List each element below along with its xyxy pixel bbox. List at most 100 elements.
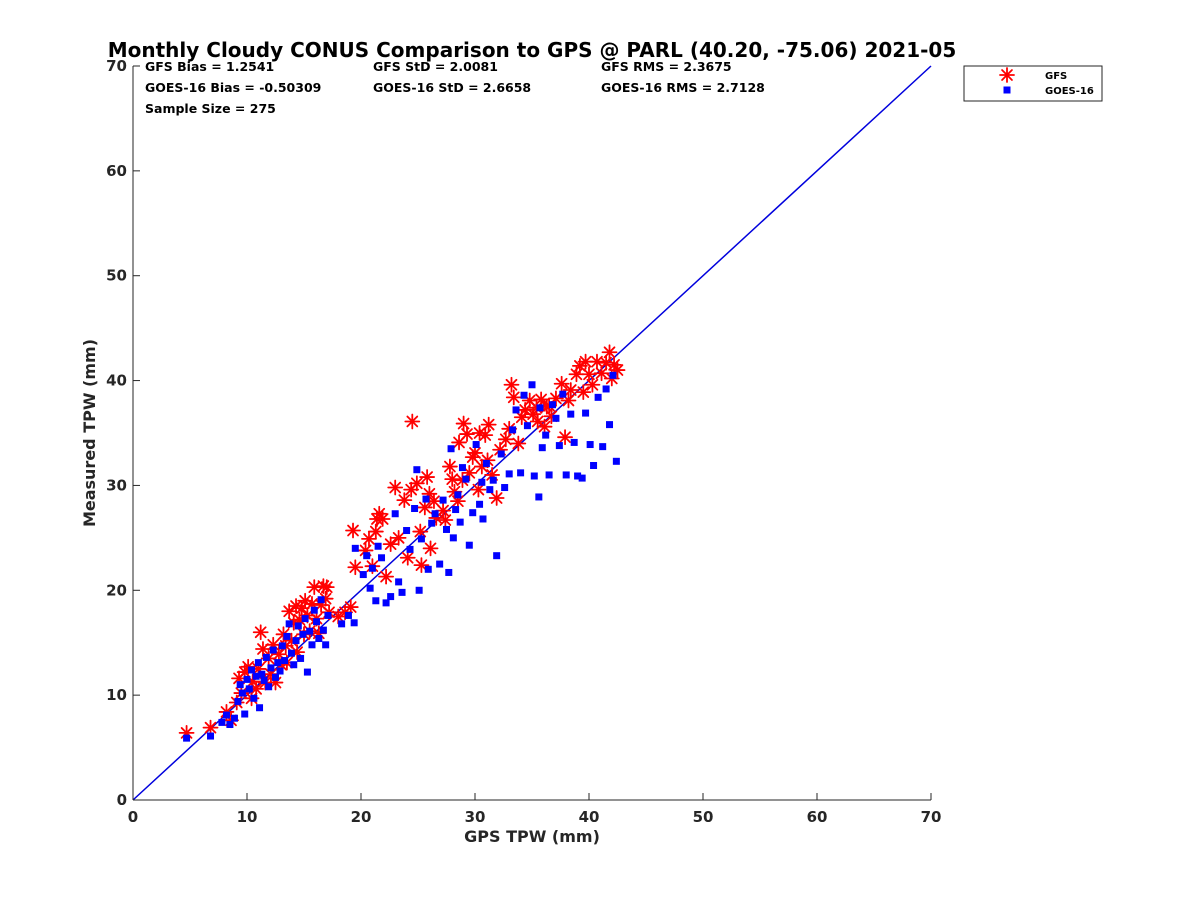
gfs-point [419,469,436,485]
goes-point [324,611,332,619]
goes-point [406,545,414,553]
goes-point [599,443,607,451]
goes-point [378,554,386,562]
goes-point [226,721,234,729]
goes-point [445,568,453,576]
gfs-point [533,391,550,408]
goes-point [292,637,300,645]
gfs-point [404,413,421,430]
gfs-point [408,475,425,492]
legend-goes-marker [1003,86,1011,94]
goes-point [238,689,246,697]
y-tick-label: 20 [106,581,127,599]
gfs-point [413,557,430,574]
goes-point [606,421,614,429]
goes-point [415,586,423,594]
goes-point [479,515,487,523]
goes-point [472,441,480,449]
legend-goes-square [1003,86,1011,94]
goes-point [458,464,466,472]
x-tick-label: 30 [465,808,486,826]
goes-point [501,484,509,492]
goes-point [308,641,316,649]
gfs-point [342,599,359,615]
goes-point [542,431,550,439]
goes-point [403,527,411,535]
gfs-point [347,559,364,576]
goes-point [452,506,460,514]
goes-point [283,632,291,640]
goes-point [258,670,266,678]
gfs-point [505,389,522,406]
plot-area: 0 10 20 30 40 50 60 70 0 10 20 30 40 50 60 70 [106,57,941,826]
y-tick-label: 60 [106,162,127,180]
gfs-point [416,499,433,516]
gfs-point [601,344,618,361]
goes-point [262,653,270,661]
goes-point [315,635,323,643]
gfs-point [477,427,494,443]
gfs-point [503,376,520,393]
y-tick-label: 10 [106,686,127,704]
goes-point [281,657,289,665]
goes-points [183,371,620,742]
goes-point [256,704,264,712]
goes-point [555,442,563,450]
goes-point [278,642,286,650]
goes-point [559,390,567,398]
goes-point [594,393,602,401]
goes-point [230,714,238,722]
goes-point [222,711,230,719]
goes-point [338,620,346,628]
goes-point [512,406,520,414]
goes-point [570,438,578,446]
goes-point [536,404,544,412]
legend-gfs-asterisk [999,67,1015,83]
goes-point [306,627,314,635]
gfs-point [480,416,497,433]
y-tick-label: 30 [106,476,127,494]
x-tick-label: 60 [807,808,828,826]
goes-point [297,654,305,662]
gfs-point [510,435,527,452]
gfs-point [387,479,404,496]
goes-point [428,519,436,527]
goes-point [549,401,557,409]
y-axis-label: Measured TPW (mm) [80,339,99,527]
stat-gfs-rms: GFS RMS = 2.3675 [601,59,732,74]
gfs-point [437,512,454,528]
goes-point [417,535,425,543]
goes-point [612,457,620,465]
goes-point [374,542,382,550]
goes-point [486,486,494,494]
goes-point [183,734,191,742]
gfs-point [442,458,458,475]
goes-point [351,544,359,552]
goes-point [254,659,262,667]
goes-point [482,459,490,467]
goes-point [609,371,617,379]
goes-point [517,469,525,477]
goes-point [552,414,560,422]
goes-point [241,710,249,718]
gfs-point [390,529,407,546]
goes-point [424,565,432,573]
legend-gfs-label: GFS [1045,71,1067,82]
goes-point [431,510,439,518]
goes-point [207,732,215,740]
goes-point [528,381,536,389]
stat-gfs-std: GFS StD = 2.0081 [373,59,498,74]
goes-point [269,646,277,654]
goes-point [387,593,395,601]
goes-point [602,385,610,393]
gfs-point [248,680,265,697]
gfs-point [581,366,597,383]
y-tick-label: 40 [106,372,127,390]
goes-point [382,599,390,607]
goes-point [398,588,406,596]
legend: GFS GOES-16 [963,65,1103,102]
y-tick-label: 50 [106,267,127,285]
goes-point [285,620,293,628]
x-tick-label: 0 [128,808,138,826]
y-tick-label: 0 [117,791,127,809]
